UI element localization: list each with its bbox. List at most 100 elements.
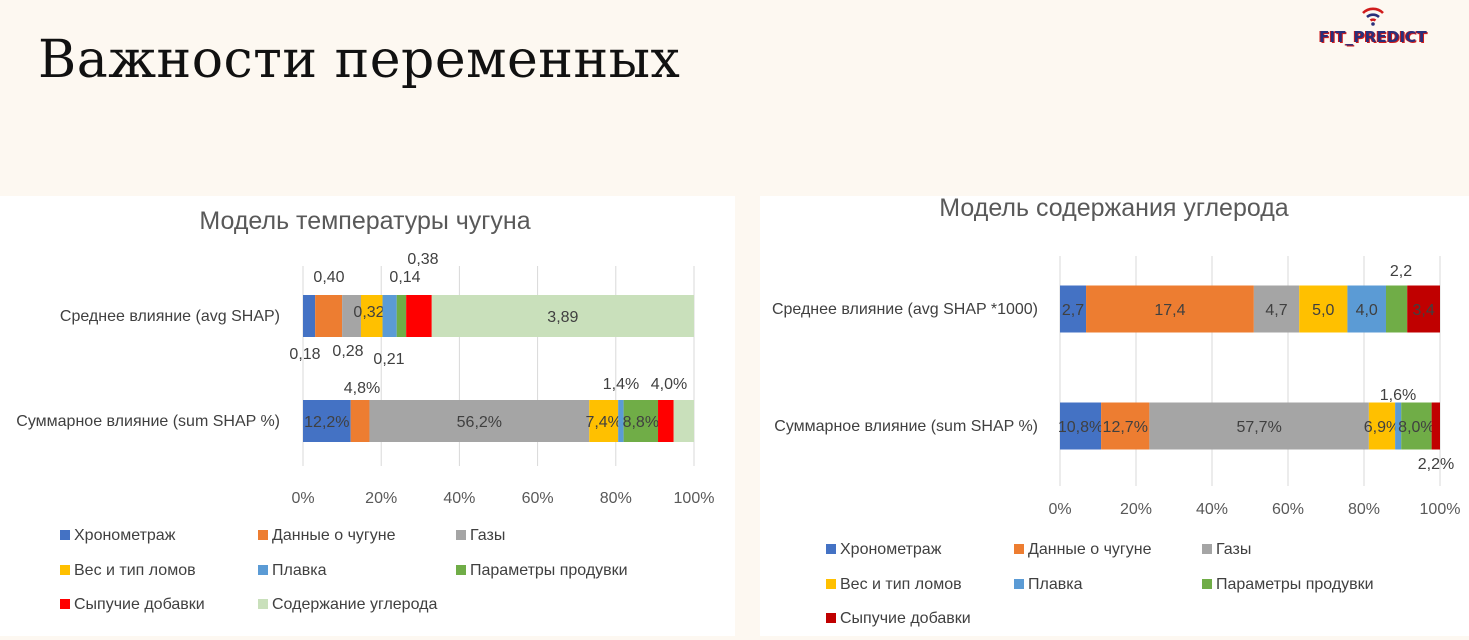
bar-segment <box>618 400 624 442</box>
logo-text: FIT_PREDICT <box>1319 28 1427 46</box>
data-label: 4,7 <box>1265 302 1287 319</box>
x-tick-label: 40% <box>1196 501 1228 518</box>
bar-segment <box>1395 402 1402 450</box>
legend-swatch <box>826 613 836 623</box>
slide-title: Важности переменных <box>38 30 681 90</box>
bar-segment <box>350 400 370 442</box>
legend-swatch <box>1202 544 1212 554</box>
bar-segment <box>1368 402 1396 450</box>
data-label: 2,2 <box>1390 263 1412 280</box>
data-label: 0,40 <box>313 269 344 286</box>
x-tick-label: 80% <box>600 490 632 507</box>
legend-swatch <box>456 530 466 540</box>
bar-segment <box>1086 285 1254 333</box>
data-label: 2,2% <box>1418 456 1454 473</box>
bar-segment <box>431 295 694 337</box>
data-label: 12,2% <box>304 414 349 431</box>
data-label: 5,0 <box>1312 302 1334 319</box>
bar-segment <box>382 295 397 337</box>
data-label: 4,0% <box>651 376 687 393</box>
bar-segment <box>1299 285 1348 333</box>
bar-segment <box>1060 402 1102 450</box>
x-tick-label: 20% <box>1120 501 1152 518</box>
bar-segment <box>396 295 407 337</box>
bar-segment <box>406 295 432 337</box>
x-tick-label: 60% <box>1272 501 1304 518</box>
legend-label: Параметры продувки <box>1216 576 1374 593</box>
legend-label: Газы <box>470 527 505 544</box>
category-label: Суммарное влияние (sum SHAP %) <box>16 413 280 430</box>
bar-segment <box>1253 285 1300 333</box>
legend-label: Газы <box>1216 541 1251 558</box>
bar-segment <box>369 400 590 442</box>
data-label: 8,0% <box>1398 419 1434 436</box>
category-label: Суммарное влияние (sum SHAP %) <box>774 418 1038 435</box>
bar-segment <box>1060 285 1087 333</box>
data-label: 12,7% <box>1103 419 1148 436</box>
legend-swatch <box>258 599 268 609</box>
bar-segment <box>1407 285 1440 333</box>
data-label: 4,8% <box>344 380 380 397</box>
legend-label: Сыпучие добавки <box>840 610 971 627</box>
legend-swatch <box>826 544 836 554</box>
wifi-signal-icon <box>1362 7 1384 26</box>
legend-label: Сыпучие добавки <box>74 596 205 613</box>
legend-label: Хронометраж <box>74 527 176 544</box>
legend-label: Вес и тип ломов <box>840 576 962 593</box>
data-label: 7,4% <box>585 414 621 431</box>
legend-label: Плавка <box>272 562 327 579</box>
x-tick-label: 60% <box>522 490 554 507</box>
data-label: 0,28 <box>332 343 363 360</box>
x-tick-label: 0% <box>1048 501 1071 518</box>
data-label: 3,4 <box>1412 302 1434 319</box>
legend-swatch <box>456 565 466 575</box>
legend-label: Данные о чугуне <box>1028 541 1152 558</box>
x-tick-label: 0% <box>291 490 314 507</box>
data-label: 1,4% <box>603 376 639 393</box>
fit-predict-logo: FIT_PREDICT <box>1306 4 1440 50</box>
legend-swatch <box>1202 579 1212 589</box>
legend-label: Вес и тип ломов <box>74 562 196 579</box>
data-label: 0,18 <box>289 346 320 363</box>
data-label: 57,7% <box>1236 419 1281 436</box>
bar-segment <box>623 400 659 442</box>
legend-label: Плавка <box>1028 576 1083 593</box>
legend-swatch <box>60 565 70 575</box>
bar-segment <box>1347 285 1386 333</box>
legend-label: Данные о чугуне <box>272 527 396 544</box>
bar-segment <box>315 295 343 337</box>
bar-segment <box>589 400 619 442</box>
bar-segment <box>1385 285 1408 333</box>
data-label: 6,9% <box>1364 419 1400 436</box>
data-label: 1,6% <box>1380 387 1416 404</box>
x-tick-label: 80% <box>1348 501 1380 518</box>
bar-segment <box>1401 402 1432 450</box>
chart-title: Модель температуры чугуна <box>199 207 530 235</box>
legend-swatch <box>1014 579 1024 589</box>
bar-segment <box>303 400 351 442</box>
legend-label: Содержание углерода <box>272 596 437 613</box>
chart-title: Модель содержания углерода <box>939 196 1288 222</box>
legend-label: Хронометраж <box>840 541 942 558</box>
bar-segment <box>673 400 694 442</box>
x-tick-label: 20% <box>365 490 397 507</box>
bar-segment <box>658 400 674 442</box>
data-label: 3,89 <box>547 309 578 326</box>
legend-swatch <box>258 530 268 540</box>
data-label: 0,38 <box>407 251 438 268</box>
bar-segment <box>1101 402 1150 450</box>
bar-segment <box>342 295 361 337</box>
legend-swatch <box>1014 544 1024 554</box>
legend-swatch <box>60 599 70 609</box>
data-label: 10,8% <box>1058 419 1103 436</box>
legend-swatch <box>826 579 836 589</box>
chart-temperature: Модель температуры чугуна 0% 20% 40% 60% 80% 1… <box>16 207 714 613</box>
legend-swatch <box>60 530 70 540</box>
data-label: 0,21 <box>373 351 404 368</box>
data-label: 56,2% <box>457 414 502 431</box>
data-label: 0,32 <box>353 304 384 321</box>
bar-segment <box>1431 402 1440 450</box>
category-label: Среднее влияние (avg SHAP *1000) <box>772 301 1038 318</box>
data-label: 2,7 <box>1062 302 1084 319</box>
data-label: 0,14 <box>389 269 420 286</box>
